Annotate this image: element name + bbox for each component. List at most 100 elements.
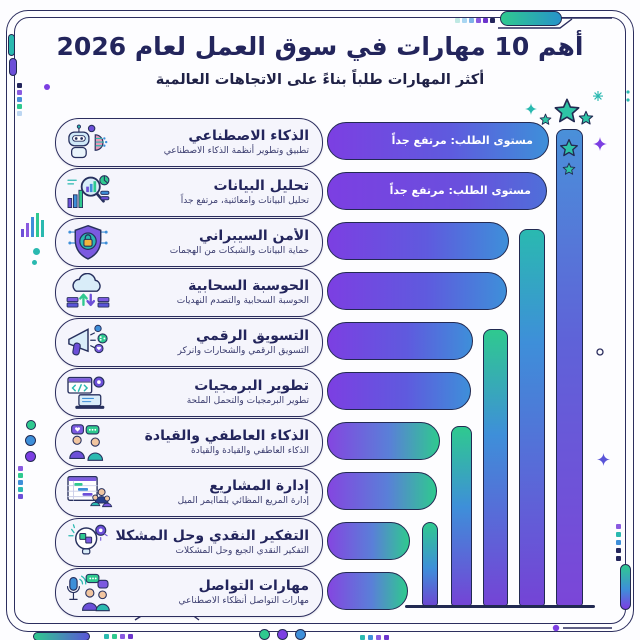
decor-dot bbox=[33, 248, 40, 255]
skill-card: تحليل البيانات تحليل البيانات وامعائنية،… bbox=[55, 168, 323, 217]
skill-card: الأمن السيبراني حماية البيانات والشبكات … bbox=[55, 218, 323, 267]
skill-card: التسويق الرقمي التسويق الرقمي والشحارات … bbox=[55, 318, 323, 367]
decor-square bbox=[18, 494, 23, 499]
skill-row-cloud: الحوسبة السحابية الحوسبة السحابية والتصد… bbox=[0, 268, 640, 318]
skill-card: مهارات التواصل مهارات التواصل أنظكاء الا… bbox=[55, 568, 323, 617]
skill-subtitle: تطوير البرمجيات والتحمل الملحة bbox=[186, 396, 309, 406]
skill-subtitle: إدارة المريع المظائي بلماايمر الميل bbox=[177, 496, 309, 506]
sparkle-icon bbox=[593, 137, 607, 151]
skill-card: التفكير النقدي وحل المشكلات التفكير النق… bbox=[55, 518, 323, 567]
decor-square bbox=[360, 635, 365, 640]
decor-dot bbox=[277, 629, 288, 640]
robot-ai-icon bbox=[60, 122, 116, 164]
decor-dot bbox=[25, 435, 36, 446]
decor-square bbox=[462, 18, 467, 23]
star-icon bbox=[560, 139, 578, 157]
decor-square bbox=[17, 83, 22, 88]
demand-bar bbox=[327, 222, 509, 260]
decor-square bbox=[17, 90, 22, 95]
skill-subtitle: الحوسبة السحابية والتصدم النهديات bbox=[176, 296, 309, 306]
decor-square bbox=[112, 634, 117, 639]
vertical-bar-3 bbox=[483, 329, 508, 606]
decor-square bbox=[18, 466, 23, 471]
skill-card: إدارة المشاريع إدارة المريع المظائي بلما… bbox=[55, 468, 323, 517]
skill-title: التسويق الرقمي bbox=[195, 328, 309, 344]
decor-capsule-teal bbox=[8, 34, 15, 56]
software-dev-icon bbox=[60, 372, 116, 414]
skill-row-ai: الذكاء الاصطناعي تطبيق وتطوير أنظمة الذك… bbox=[0, 118, 640, 168]
skill-row-data-analysis: تحليل البيانات تحليل البيانات وامعائنية،… bbox=[0, 168, 640, 218]
page-subtitle: أكثر المهارات طلباً بناءً على الاتجاهات … bbox=[155, 72, 485, 88]
demand-bar: مستوى الطلب: مرتفع جداً bbox=[327, 172, 547, 210]
decor-square bbox=[120, 634, 125, 639]
skill-subtitle: الذكاء العاطفي والقيادة والقيادة bbox=[191, 446, 309, 456]
demand-bar bbox=[327, 372, 471, 410]
decor-square bbox=[104, 634, 109, 639]
skill-title: مهارات التواصل bbox=[198, 578, 309, 594]
skill-title: التفكير النقدي وحل المشكلات bbox=[116, 528, 309, 544]
demand-label: مستوى الطلب: مرتفع جداً bbox=[389, 184, 531, 197]
critical-thinking-icon bbox=[60, 522, 116, 564]
star-icon bbox=[539, 113, 552, 125]
skill-title: تطوير البرمجيات bbox=[194, 378, 309, 394]
skill-title: الذكاء العاطفي والقيادة bbox=[144, 428, 309, 444]
data-analysis-icon bbox=[60, 172, 116, 214]
decor-square bbox=[17, 111, 22, 116]
decor-square bbox=[469, 18, 474, 23]
sparkle-icon bbox=[593, 91, 603, 101]
emotional-leadership-icon bbox=[60, 422, 116, 464]
decor-square bbox=[483, 18, 488, 23]
communication-icon bbox=[60, 572, 116, 614]
skill-row-critical-thinking: التفكير النقدي وحل المشكلات التفكير النق… bbox=[0, 518, 640, 568]
sparkle-icon bbox=[525, 103, 537, 115]
decor-capsule-vertical bbox=[620, 564, 631, 610]
cloud-computing-icon bbox=[60, 272, 116, 314]
decor-square bbox=[18, 480, 23, 485]
skill-title: إدارة المشاريع bbox=[209, 478, 309, 494]
mini-barchart-icon bbox=[21, 213, 44, 237]
skill-subtitle: مهارات التواصل أنظكاء الاصطناعي bbox=[178, 596, 310, 606]
demand-bar bbox=[327, 322, 473, 360]
skill-subtitle: تطبيق وتطوير أنظمة الذكاء الاصطناعي bbox=[163, 146, 309, 156]
decor-square bbox=[18, 487, 23, 492]
skill-card: الذكاء العاطفي والقيادة الذكاء العاطفي و… bbox=[55, 418, 323, 467]
demand-label: مستوى الطلب: مرتفع جداً bbox=[391, 134, 533, 147]
skill-row-digital-marketing: التسويق الرقمي التسويق الرقمي والشحارات … bbox=[0, 318, 640, 368]
skill-title: الحوسبة السحابية bbox=[188, 278, 309, 294]
skill-row-communication: مهارات التواصل مهارات التواصل أنظكاء الا… bbox=[0, 568, 640, 618]
decor-square bbox=[616, 532, 621, 537]
decor-capsule-purple bbox=[9, 58, 17, 76]
decor-dot bbox=[295, 629, 306, 640]
decor-square bbox=[17, 104, 22, 109]
skill-subtitle: التفكير النقدي الجيع وحل المشكلات bbox=[175, 546, 309, 556]
decor-square bbox=[128, 634, 133, 639]
skill-subtitle: حماية البيانات والشبكات من الهجمات bbox=[169, 246, 309, 256]
chart-baseline bbox=[405, 605, 595, 608]
decor-dot bbox=[26, 420, 36, 430]
decor-dot bbox=[25, 451, 36, 462]
decor-capsule-green bbox=[500, 11, 562, 26]
vertical-bar-5 bbox=[556, 129, 583, 606]
page-title: أهم 10 مهارات في سوق العمل لعام 2026 bbox=[56, 32, 584, 61]
demand-bar: مستوى الطلب: مرتفع جداً bbox=[327, 122, 549, 160]
decor-square bbox=[490, 18, 495, 23]
decor-dot bbox=[44, 84, 50, 90]
demand-bar bbox=[327, 522, 410, 560]
demand-bar bbox=[327, 472, 437, 510]
star-icon bbox=[562, 162, 576, 175]
skill-row-software-dev: تطوير البرمجيات تطوير البرمجيات والتحمل … bbox=[0, 368, 640, 418]
decor-square bbox=[17, 97, 22, 102]
decor-capsule-gradient bbox=[33, 632, 90, 640]
skill-title: الأمن السيبراني bbox=[198, 228, 309, 244]
skill-card: تطوير البرمجيات تطوير البرمجيات والتحمل … bbox=[55, 368, 323, 417]
skill-row-project-management: إدارة المشاريع إدارة المريع المظائي بلما… bbox=[0, 468, 640, 518]
decor-square bbox=[455, 18, 460, 23]
inner-frame-border bbox=[14, 17, 626, 624]
decor-square bbox=[616, 548, 621, 553]
decor-square bbox=[368, 635, 373, 640]
demand-bar bbox=[327, 272, 507, 310]
decor-square bbox=[18, 473, 23, 478]
decor-square bbox=[616, 524, 621, 529]
decor-square bbox=[476, 18, 481, 23]
